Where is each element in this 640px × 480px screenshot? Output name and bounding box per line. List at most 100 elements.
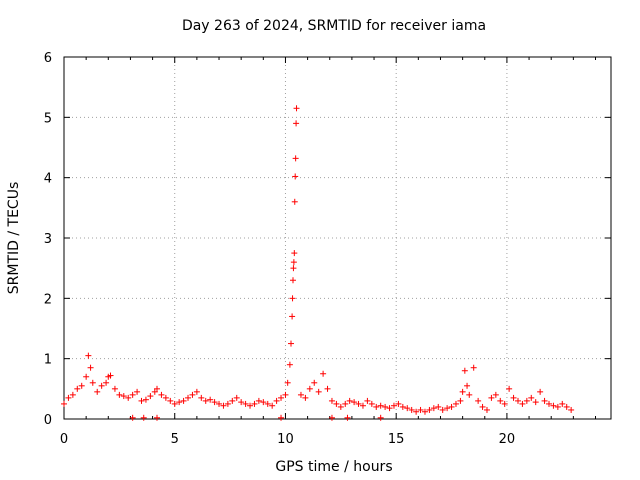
data-point: [444, 405, 451, 412]
data-point: [568, 406, 575, 413]
data-point: [337, 403, 344, 410]
data-point: [373, 403, 380, 410]
data-point: [404, 405, 411, 412]
data-point: [501, 400, 508, 407]
data-point: [386, 405, 393, 412]
data-point: [278, 414, 285, 421]
data-point: [247, 402, 254, 409]
data-point: [171, 400, 178, 407]
data-point: [289, 277, 296, 284]
data-point: [315, 388, 322, 395]
data-point: [289, 313, 296, 320]
data-point: [189, 391, 196, 398]
data-point: [287, 340, 294, 347]
data-point: [78, 382, 85, 389]
data-point: [229, 397, 236, 404]
data-point: [290, 259, 297, 266]
data-point: [85, 352, 92, 359]
data-point: [483, 406, 490, 413]
chart-title: Day 263 of 2024, SRMTID for receiver iam…: [182, 18, 486, 34]
data-point: [559, 400, 566, 407]
data-point: [202, 397, 209, 404]
data-point: [417, 406, 424, 413]
data-point: [284, 379, 291, 386]
data-point: [140, 414, 147, 421]
data-point: [377, 402, 384, 409]
data-point: [289, 295, 296, 302]
x-axis-label: GPS time / hours: [275, 459, 392, 475]
y-tick-label: 5: [44, 111, 52, 126]
data-point: [89, 379, 96, 386]
data-point: [359, 402, 366, 409]
data-point: [198, 394, 205, 401]
data-point: [233, 394, 240, 401]
data-point: [176, 399, 183, 406]
data-point: [364, 397, 371, 404]
data-point: [282, 391, 289, 398]
data-point: [291, 198, 298, 205]
data-point: [142, 396, 149, 403]
data-point: [94, 388, 101, 395]
data-point: [351, 399, 358, 406]
y-tick-label: 4: [44, 172, 52, 187]
data-point: [506, 385, 513, 392]
data-point: [311, 379, 318, 386]
y-tick-label: 3: [44, 232, 52, 247]
data-point: [426, 406, 433, 413]
data-point: [399, 403, 406, 410]
data-point: [497, 397, 504, 404]
data-point: [224, 400, 231, 407]
data-point: [430, 405, 437, 412]
data-point: [260, 399, 267, 406]
x-tick-label: 20: [499, 432, 516, 447]
data-point: [439, 406, 446, 413]
data-point: [532, 399, 539, 406]
data-point: [65, 394, 72, 401]
grid: [64, 57, 611, 419]
data-point: [242, 400, 249, 407]
data-point: [193, 388, 200, 395]
data-point: [185, 394, 192, 401]
x-tick-label: 15: [388, 432, 405, 447]
data-point: [238, 399, 245, 406]
data-point: [421, 408, 428, 415]
data-point: [435, 403, 442, 410]
data-point: [528, 394, 535, 401]
data-point: [120, 393, 127, 400]
data-point: [83, 373, 90, 380]
data-point: [291, 250, 298, 257]
data-point: [129, 414, 136, 421]
data-point: [98, 382, 105, 389]
data-point: [563, 403, 570, 410]
data-point: [207, 396, 214, 403]
data-point: [459, 388, 466, 395]
data-point: [368, 400, 375, 407]
y-axis-label: SRMTID / TECUs: [6, 182, 22, 295]
data-point: [302, 394, 309, 401]
data-point: [129, 391, 136, 398]
data-point: [292, 173, 299, 180]
data-point: [111, 385, 118, 392]
data-point: [87, 364, 94, 371]
data-point: [395, 400, 402, 407]
data-point: [220, 402, 227, 409]
data-point: [550, 402, 557, 409]
data-point: [355, 400, 362, 407]
data-point: [138, 397, 145, 404]
data-point: [457, 397, 464, 404]
y-tick-label: 6: [44, 51, 52, 66]
data-point: [269, 402, 276, 409]
data-point: [382, 403, 389, 410]
data-point: [151, 388, 158, 395]
data-point: [537, 388, 544, 395]
data-point: [154, 385, 161, 392]
data-point: [116, 391, 123, 398]
data-point: [452, 400, 459, 407]
data-point: [154, 414, 161, 421]
data-point: [134, 388, 141, 395]
data-point: [464, 382, 471, 389]
x-tick-label: 10: [277, 432, 294, 447]
data-point: [475, 397, 482, 404]
data-point: [167, 397, 174, 404]
